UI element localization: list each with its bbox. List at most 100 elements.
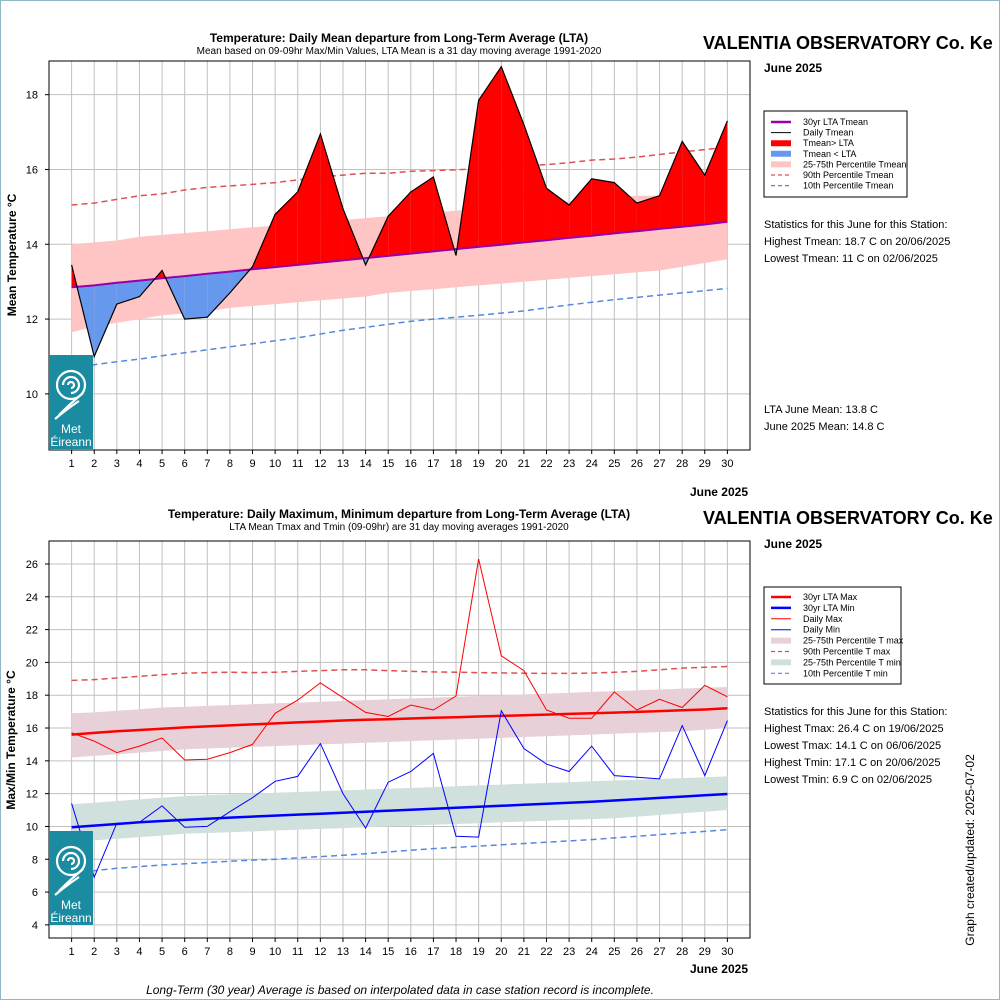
bottom-x-tick-label: 14 <box>359 946 371 958</box>
tmean-above-lta-area <box>614 182 637 234</box>
top-x-tick-label: 30 <box>721 458 733 470</box>
top-x-axis-label: June 2025 <box>690 485 748 499</box>
bottom-x-tick-label: 11 <box>292 946 303 958</box>
top-x-tick-label: 13 <box>337 458 349 470</box>
lta-max-line <box>71 707 728 736</box>
top-x-tick-label: 11 <box>292 458 303 470</box>
bottom-axes: 1 2 3 4 5 6 7 8 9 10 11 12 13 14 15 16 17 18 19 20 21 22 23 24 2… <box>26 559 734 958</box>
tmean-above-lta-area <box>320 133 343 263</box>
top-x-tick-label: 24 <box>586 458 598 470</box>
bottom-x-tick-label: 20 <box>495 946 507 958</box>
bottom-chart-subtitle: LTA Mean Tmax and Tmin (09-09hr) are 31 … <box>229 522 569 533</box>
top-legend-label: Tmean> LTA <box>803 138 854 148</box>
bottom-x-tick-label: 22 <box>540 946 552 958</box>
swirl-icon <box>54 369 87 420</box>
top-legend-label: 25-75th Percentile Tmean <box>803 159 906 169</box>
daily-max-line <box>71 558 728 761</box>
stat-highest-tmin: Highest Tmin: 17.1 C on 20/06/2025 <box>764 757 941 769</box>
mean-temperature-chart: Temperature: Daily Mean departure from L… <box>5 31 993 499</box>
bottom-y-tick-label: 14 <box>26 756 38 768</box>
top-x-tick-label: 14 <box>359 458 371 470</box>
top-x-tick-label: 19 <box>473 458 485 470</box>
tmean-below-lta-area <box>207 271 230 318</box>
top-x-tick-label: 15 <box>382 458 394 470</box>
bottom-legend-label: 30yr LTA Max <box>803 592 858 602</box>
bottom-x-tick-label: 30 <box>721 946 733 958</box>
bottom-x-tick-label: 27 <box>653 946 665 958</box>
bottom-y-tick-label: 6 <box>32 887 38 899</box>
top-y-axis-label: Mean Temperature °C <box>5 193 19 316</box>
bottom-x-tick-label: 28 <box>676 946 688 958</box>
tmean-above-lta-area <box>523 124 547 243</box>
bottom-x-tick-label: 18 <box>450 946 462 958</box>
top-stat-lowest: Lowest Tmean: 11 C on 02/06/2025 <box>764 253 938 265</box>
top-x-tick-label: 8 <box>227 458 233 470</box>
logo-text-met-bottom: Met <box>61 898 82 912</box>
top-x-tick-label: 22 <box>540 458 552 470</box>
bottom-x-tick-label: 25 <box>608 946 620 958</box>
bottom-x-tick-label: 17 <box>427 946 439 958</box>
bottom-plot-area <box>71 558 728 879</box>
bottom-x-tick-label: 9 <box>249 946 255 958</box>
bottom-y-tick-label: 8 <box>32 854 38 866</box>
bottom-x-tick-label: 4 <box>136 946 142 958</box>
top-stats-title: Statistics for this June for this Statio… <box>764 219 947 231</box>
bottom-x-axis-label: June 2025 <box>690 962 748 976</box>
bottom-legend-label: Daily Min <box>803 625 840 635</box>
top-x-tick-label: 5 <box>159 458 165 470</box>
bottom-y-tick-label: 10 <box>26 821 38 833</box>
top-month-label: June 2025 <box>764 61 822 75</box>
top-y-tick-label: 18 <box>26 90 38 102</box>
bottom-legend-label: 10th Percentile T min <box>803 668 888 678</box>
top-x-tick-label: 4 <box>136 458 142 470</box>
bottom-month-label: June 2025 <box>764 537 822 551</box>
top-x-tick-label: 12 <box>314 458 326 470</box>
bottom-y-tick-label: 16 <box>26 723 38 735</box>
stat-lowest-tmin: Lowest Tmin: 6.9 C on 02/06/2025 <box>764 774 932 786</box>
top-x-tick-label: 3 <box>114 458 120 470</box>
tmean-above-lta-area <box>569 178 592 238</box>
top-x-tick-label: 18 <box>450 458 462 470</box>
bottom-y-tick-label: 20 <box>26 657 38 669</box>
tmean-below-lta-area <box>184 273 208 320</box>
top-legend-label: 30yr LTA Tmean <box>803 117 868 127</box>
swirl-icon <box>54 845 87 896</box>
bottom-x-tick-label: 13 <box>337 946 349 958</box>
bottom-y-tick-label: 12 <box>26 789 38 801</box>
tmean-above-lta-area <box>478 66 502 247</box>
logo-text-eireann: Éireann <box>50 434 91 449</box>
bottom-x-tick-label: 8 <box>227 946 233 958</box>
top-x-tick-label: 26 <box>631 458 643 470</box>
top-plot-area <box>71 65 728 369</box>
bottom-x-tick-label: 12 <box>314 946 326 958</box>
tmean-above-lta-area <box>704 120 728 225</box>
top-x-tick-label: 17 <box>427 458 439 470</box>
top-y-tick-label: 10 <box>26 389 38 401</box>
stat-lowest-tmax: Lowest Tmax: 14.1 C on 06/06/2025 <box>764 740 941 752</box>
bottom-x-tick-label: 1 <box>69 946 75 958</box>
top-y-tick-label: 12 <box>26 314 38 326</box>
bottom-x-tick-label: 19 <box>473 946 485 958</box>
bottom-x-tick-label: 23 <box>563 946 575 958</box>
top-x-tick-label: 29 <box>699 458 711 470</box>
daily-tmean-line <box>71 65 728 359</box>
top-x-tick-label: 10 <box>269 458 281 470</box>
percentile-90-line <box>71 146 728 206</box>
bottom-y-tick-label: 24 <box>26 592 38 604</box>
top-x-tick-label: 21 <box>518 458 530 470</box>
bottom-x-tick-label: 7 <box>204 946 210 958</box>
top-y-tick-label: 14 <box>26 239 38 251</box>
top-x-tick-label: 27 <box>653 458 665 470</box>
tmean-above-lta-area <box>682 141 705 227</box>
lta-min-line <box>71 792 728 829</box>
bottom-legend-label: 30yr LTA Min <box>803 603 855 613</box>
top-x-tick-label: 23 <box>563 458 575 470</box>
bottom-x-tick-label: 24 <box>586 946 598 958</box>
tmax-percentile-band <box>71 687 728 758</box>
top-chart-subtitle: Mean based on 09-09hr Max/Min Values, LT… <box>197 46 602 57</box>
top-x-tick-label: 6 <box>182 458 188 470</box>
bottom-legend-box <box>763 586 902 685</box>
